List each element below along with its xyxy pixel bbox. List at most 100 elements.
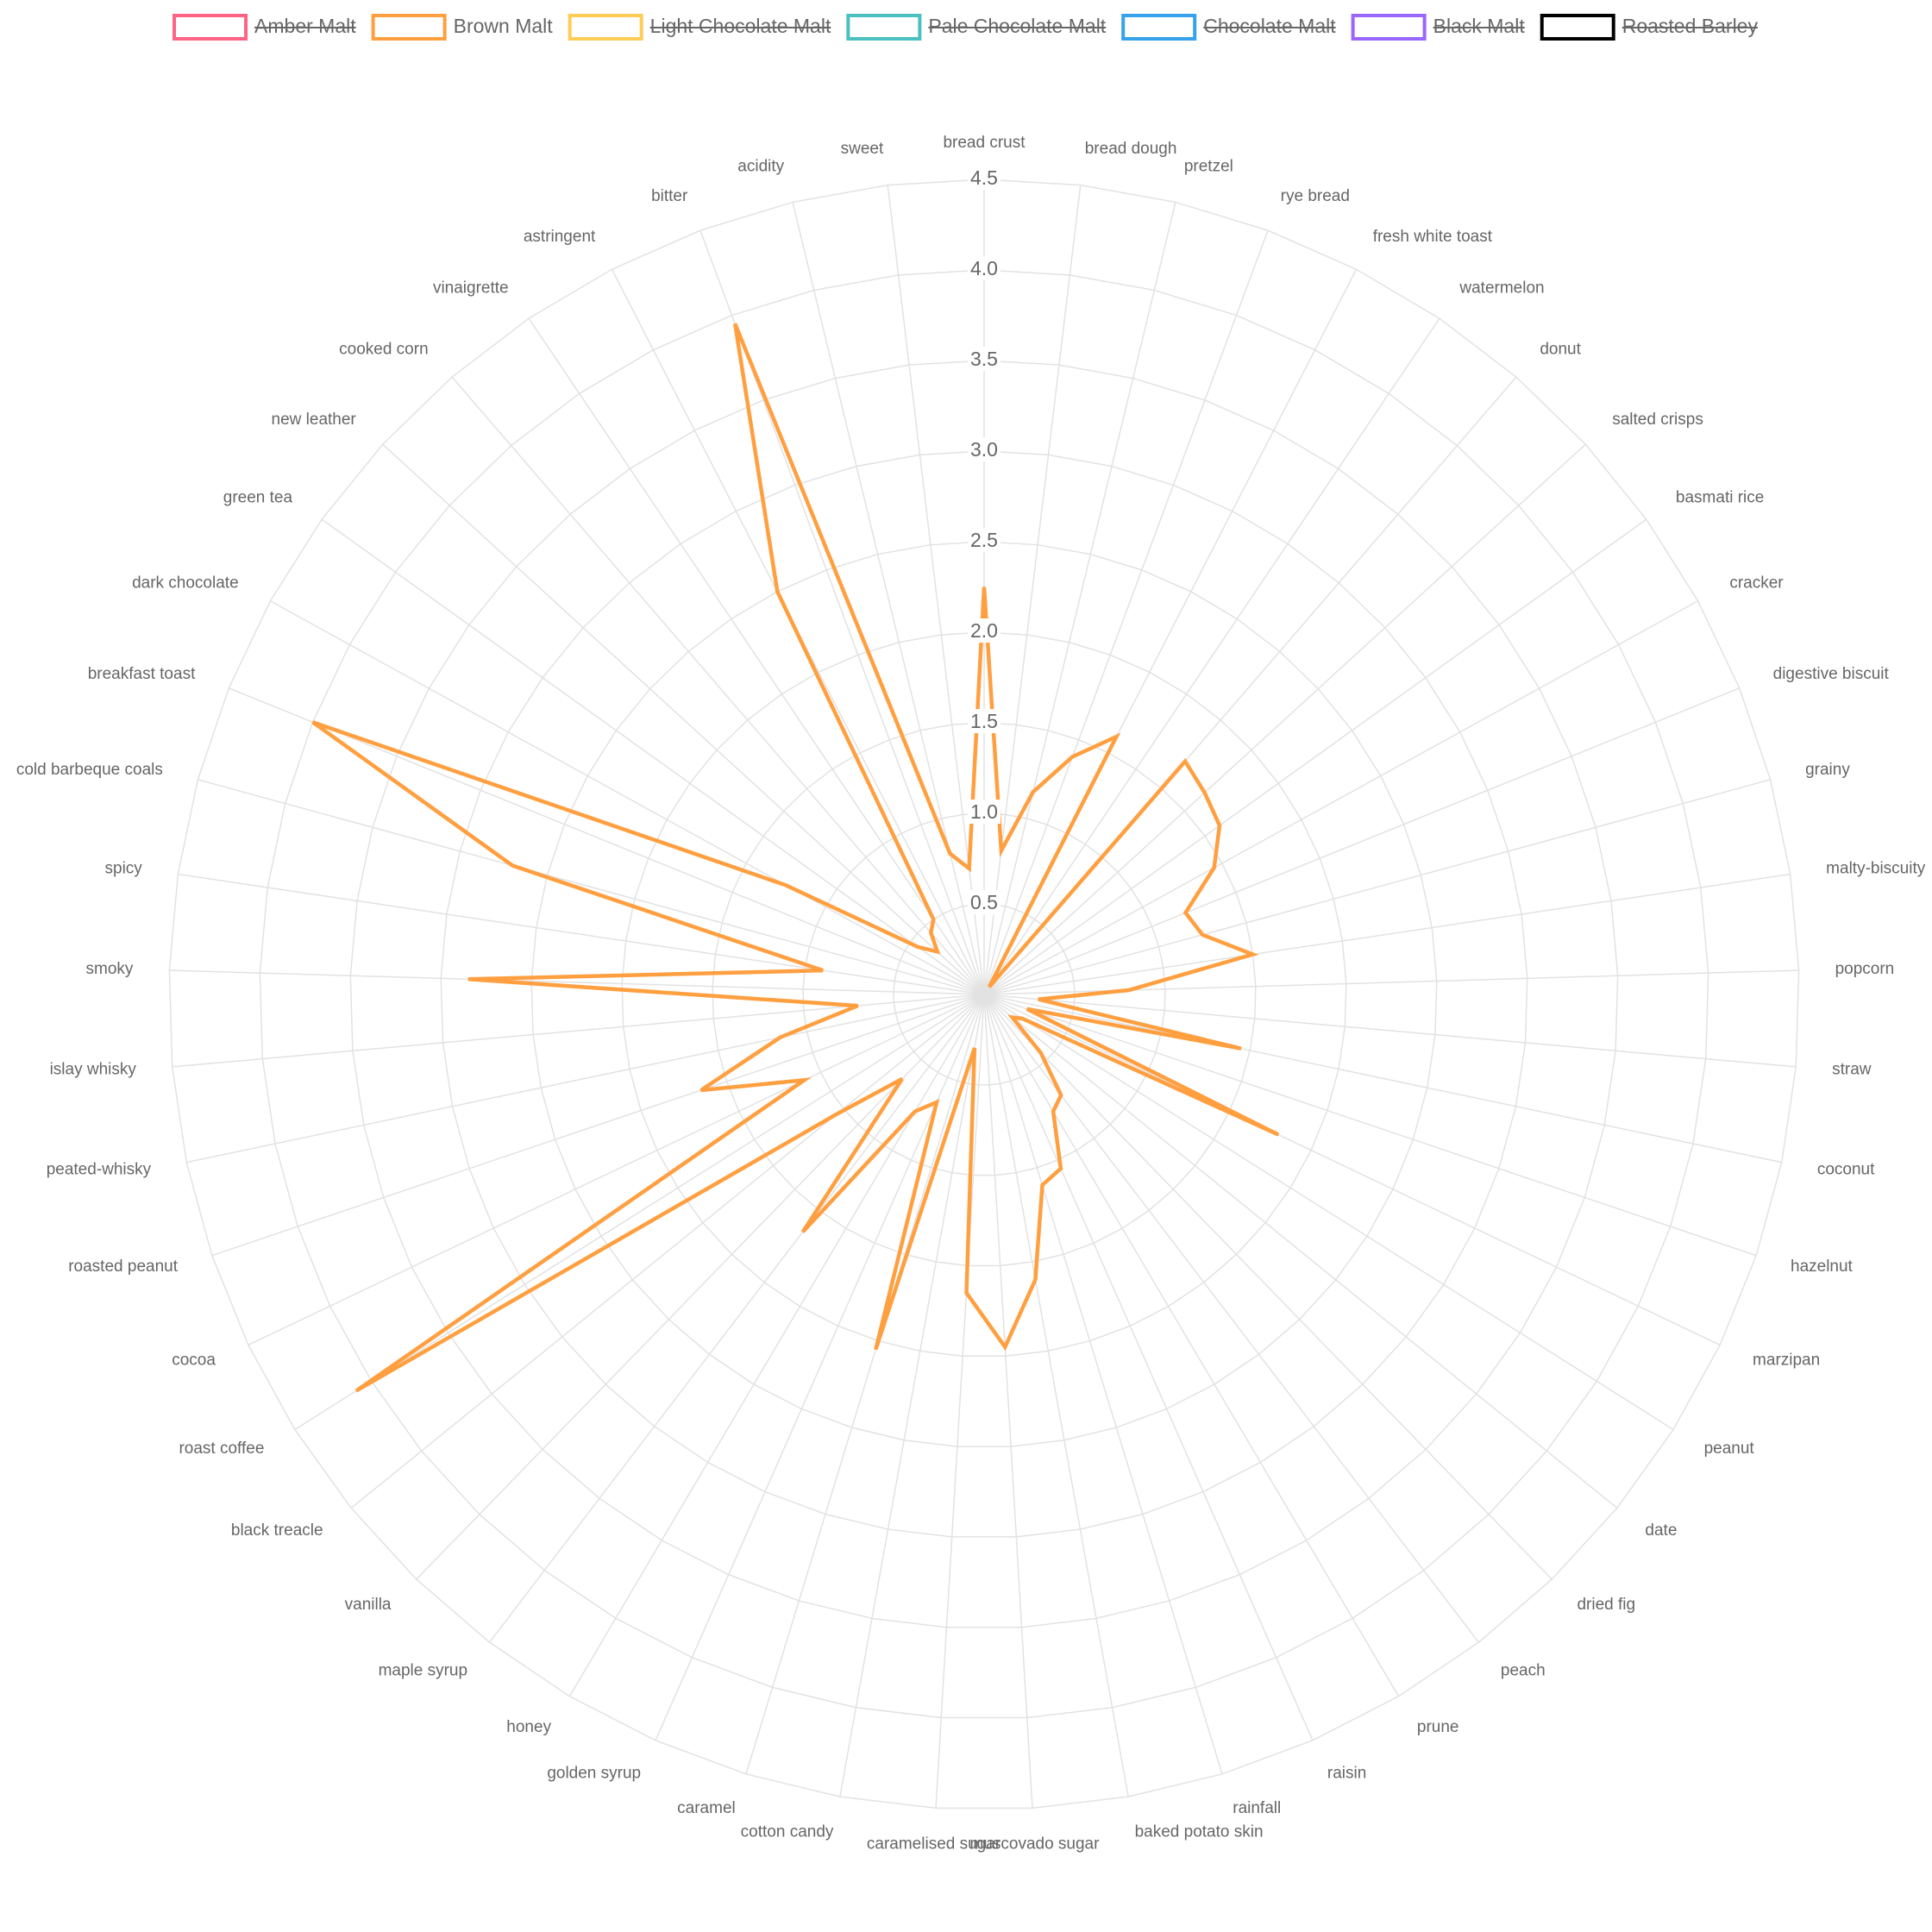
spoke: [186, 994, 985, 1164]
spoke: [416, 994, 985, 1580]
spoke: [248, 994, 985, 1346]
spoke: [983, 994, 1782, 1164]
y-tick-label: 2.5: [970, 529, 998, 551]
spoke: [983, 443, 1586, 995]
legend-swatch[interactable]: [172, 14, 248, 41]
tick-backdrop: [968, 437, 1000, 462]
category-label: rye bread: [1281, 187, 1350, 205]
category-label: bread crust: [943, 134, 1026, 152]
grid-ring: [712, 722, 1257, 1267]
category-label: spicy: [105, 859, 143, 877]
legend-label[interactable]: Amber Malt: [254, 15, 356, 37]
legend-label[interactable]: Brown Malt: [454, 15, 554, 37]
legend-swatch[interactable]: [1540, 14, 1615, 41]
spoke: [655, 994, 985, 1741]
category-label: popcorn: [1835, 960, 1895, 978]
legend-swatch[interactable]: [846, 14, 922, 41]
y-tick-label: 3.5: [970, 348, 998, 370]
spoke: [983, 994, 1314, 1741]
category-label: pretzel: [1184, 158, 1233, 176]
spoke: [382, 443, 985, 995]
tick-backdrop: [968, 618, 1000, 643]
legend-label[interactable]: Black Malt: [1433, 15, 1526, 37]
category-label: raisin: [1327, 1764, 1366, 1782]
category-label: honey: [506, 1718, 551, 1736]
category-label: cracker: [1729, 574, 1784, 592]
category-label: bitter: [651, 187, 688, 205]
category-label: prune: [1417, 1718, 1459, 1736]
spoke: [983, 873, 1791, 995]
grid-ring: [259, 269, 1709, 1719]
tick-backdrop: [968, 256, 1000, 281]
category-label: dark chocolate: [132, 574, 239, 592]
spoke: [983, 202, 1176, 995]
category-label: cooked corn: [339, 340, 429, 358]
spoke: [178, 873, 985, 995]
series-line: [311, 323, 1280, 1393]
y-tick-label: 4.0: [970, 257, 998, 279]
legend-swatch[interactable]: [1351, 14, 1427, 41]
legend-label[interactable]: Pale Chocolate Malt: [928, 15, 1106, 37]
category-label: acidity: [737, 158, 784, 176]
category-label: date: [1645, 1521, 1677, 1540]
y-tick-label: 1.0: [970, 800, 998, 823]
spoke: [983, 600, 1698, 995]
category-label: new leather: [272, 411, 357, 429]
tick-backdrop: [968, 890, 1000, 915]
category-label: cold barbeque coals: [16, 761, 163, 779]
legend-label[interactable]: Roasted Barley: [1622, 15, 1759, 37]
category-label: roasted peanut: [68, 1258, 178, 1276]
spoke: [983, 518, 1647, 995]
spoke: [839, 994, 985, 1797]
category-label: watermelon: [1458, 279, 1544, 297]
y-tick-label: 3.0: [970, 438, 998, 461]
grid-ring: [530, 541, 1438, 1447]
legend-swatch[interactable]: [568, 14, 643, 41]
spoke: [983, 994, 1797, 1068]
grid-ring: [349, 360, 1619, 1628]
category-label: green tea: [223, 489, 293, 507]
category-label: fresh white toast: [1373, 228, 1493, 246]
legend-label[interactable]: Chocolate Malt: [1203, 15, 1336, 37]
spoke: [745, 994, 985, 1775]
spoke: [983, 994, 1618, 1509]
category-label: donut: [1540, 340, 1581, 358]
category-label: peated-whisky: [47, 1160, 152, 1178]
category-label: maple syrup: [379, 1662, 468, 1680]
spoke: [198, 779, 985, 995]
category-label: salted crisps: [1612, 411, 1703, 429]
grid-ring: [440, 450, 1528, 1538]
y-tick-label: 4.5: [970, 166, 998, 189]
spoke: [983, 994, 1552, 1580]
tick-backdrop: [968, 528, 1000, 553]
spoke: [983, 994, 1721, 1346]
category-label: muscovado sugar: [969, 1835, 1100, 1853]
category-label: digestive biscuit: [1773, 665, 1890, 683]
spoke: [528, 317, 985, 995]
category-label: vanilla: [345, 1596, 392, 1614]
spoke: [983, 994, 1757, 1257]
category-label: caramel: [677, 1799, 736, 1817]
category-label: coconut: [1817, 1160, 1875, 1178]
legend-label[interactable]: Light Chocolate Malt: [650, 15, 831, 37]
spoke: [983, 994, 1033, 1809]
category-label: straw: [1832, 1061, 1872, 1079]
grid-ring: [893, 903, 1076, 1086]
spoke: [935, 994, 985, 1809]
category-label: vinaigrette: [433, 279, 509, 297]
category-label: astringent: [524, 228, 596, 246]
legend-swatch[interactable]: [1121, 14, 1197, 41]
category-label: golden syrup: [547, 1764, 641, 1782]
category-label: marzipan: [1753, 1351, 1820, 1369]
category-label: cocoa: [172, 1351, 216, 1369]
category-label: basmati rice: [1676, 489, 1764, 507]
tick-backdrop: [968, 800, 1000, 825]
legend-swatch[interactable]: [371, 14, 447, 41]
grid-ring: [621, 631, 1347, 1358]
spoke: [983, 994, 1129, 1797]
spoke: [983, 317, 1440, 995]
spoke: [792, 202, 985, 995]
tick-backdrop: [968, 166, 1000, 191]
